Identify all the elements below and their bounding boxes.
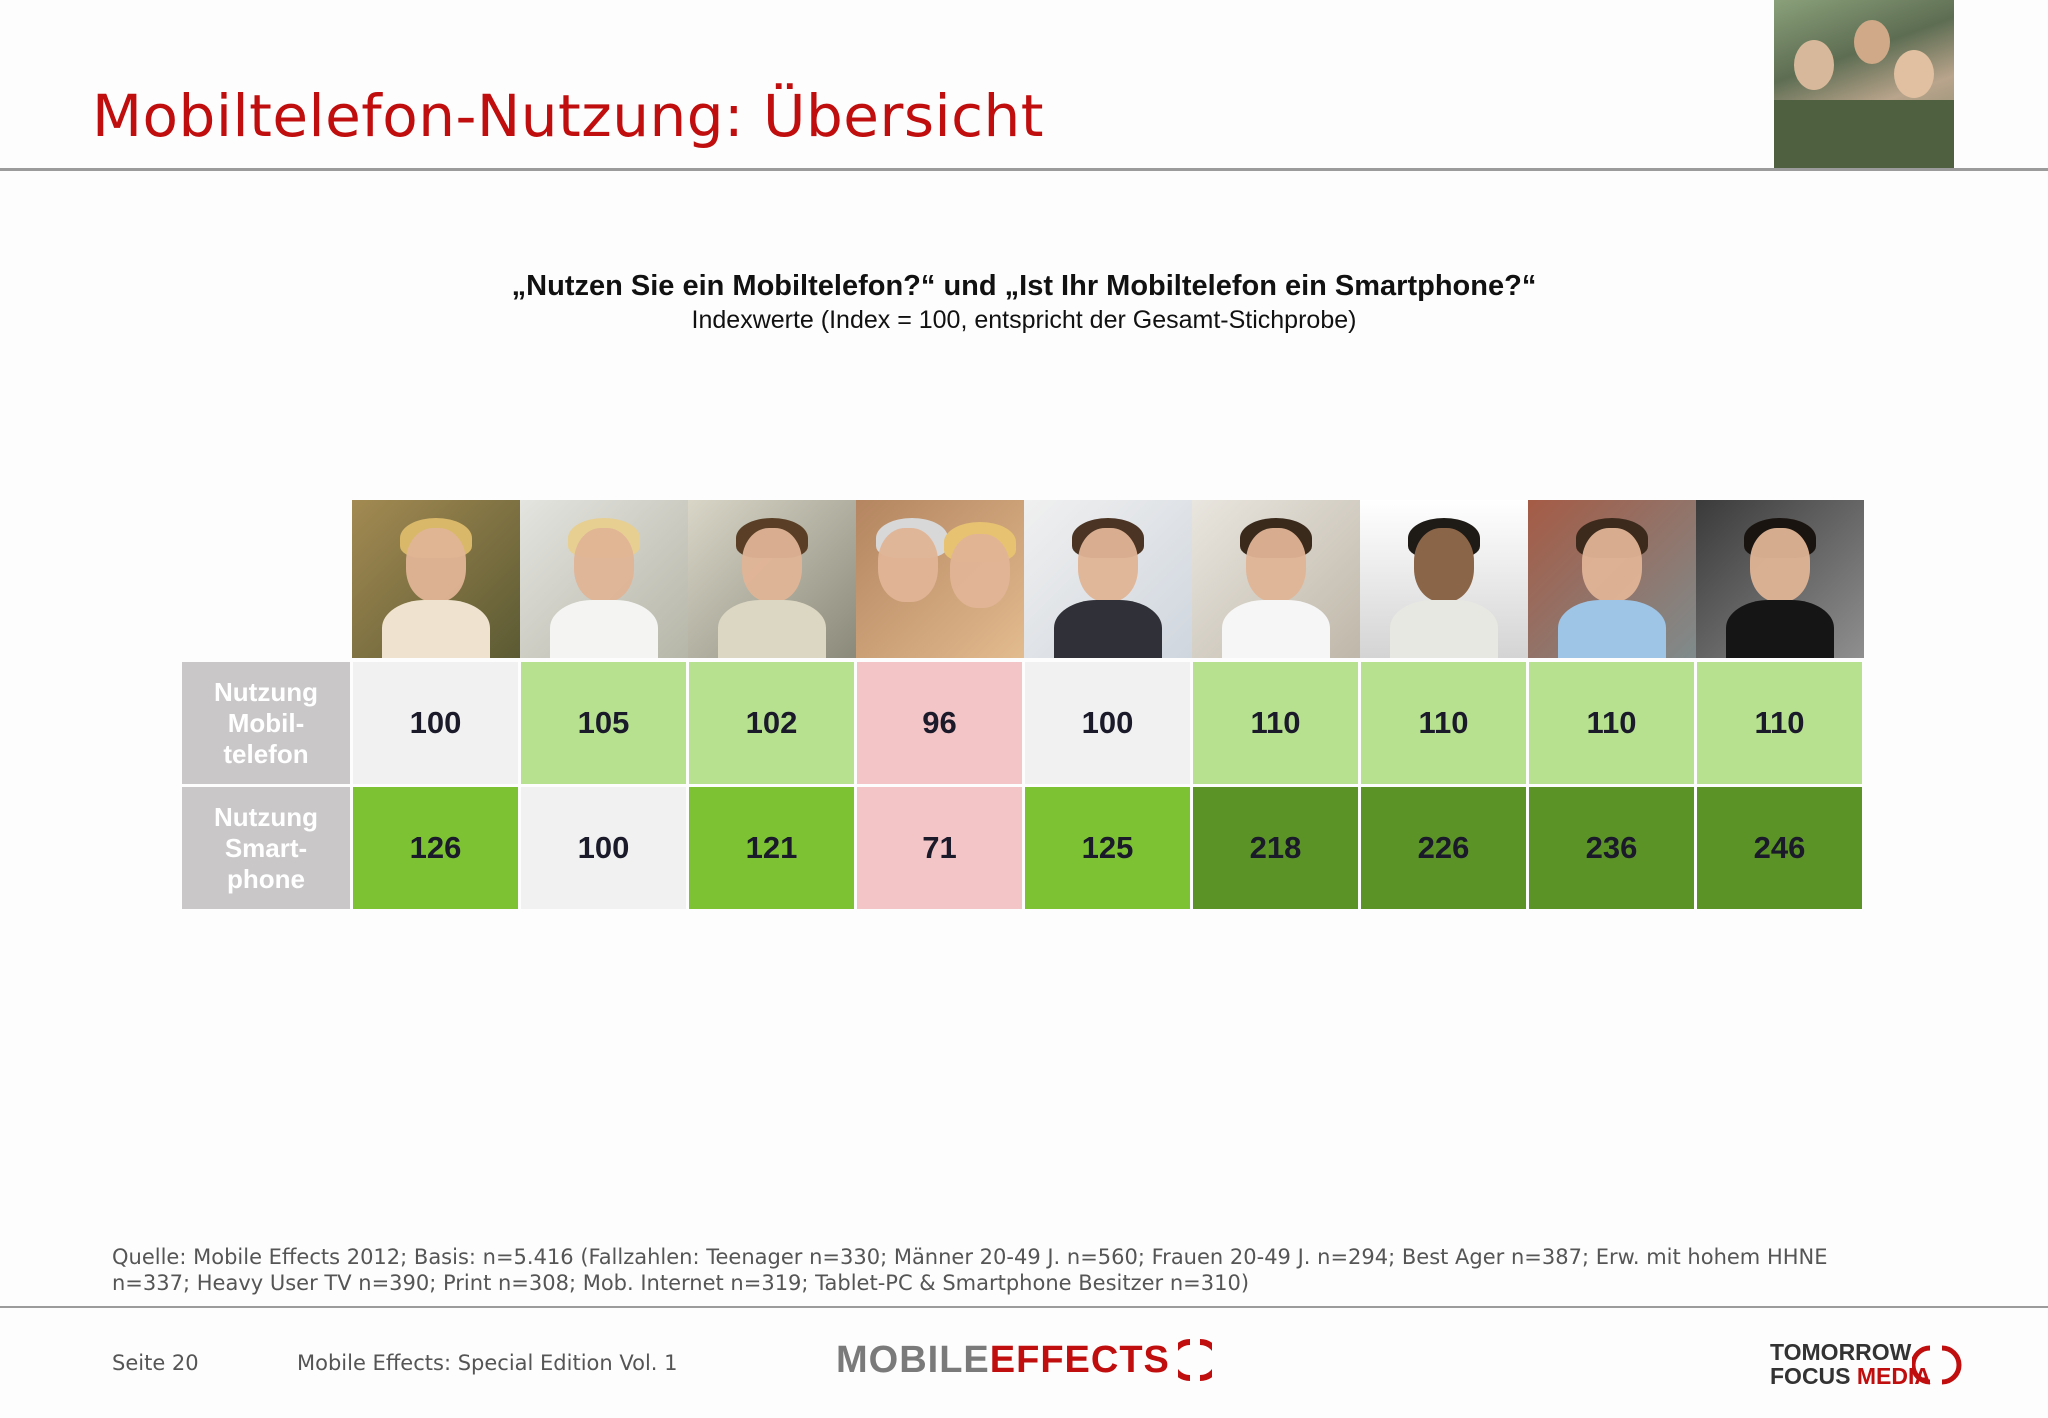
logo-tomorrow-text: TOMORROW xyxy=(1770,1339,1912,1365)
index-cell: 110 xyxy=(1697,662,1862,784)
mobile-effects-logo: MOBILE EFFECTS xyxy=(836,1338,1212,1382)
index-cell: 121 xyxy=(689,787,854,909)
segment-photo-9 xyxy=(1696,500,1864,658)
question-title: „Nutzen Sie ein Mobiltelefon?“ und „Ist … xyxy=(511,270,1537,302)
index-cell: 126 xyxy=(353,787,518,909)
segment-photo-5 xyxy=(1024,500,1192,658)
source-note: Quelle: Mobile Effects 2012; Basis: n=5.… xyxy=(112,1245,1828,1295)
index-cell: 110 xyxy=(1193,662,1358,784)
logo-mobile-text: MOBILE xyxy=(836,1338,990,1381)
segment-photo-7 xyxy=(1360,500,1528,658)
index-cell: 110 xyxy=(1361,662,1526,784)
index-table: Nutzung Mobil- telefon 100 105 102 96 100 110 1… xyxy=(182,662,1865,912)
logo-focus-text: FOCUS xyxy=(1770,1363,1851,1389)
tfm-bracket-icon xyxy=(1912,1345,1962,1385)
index-cell: 102 xyxy=(689,662,854,784)
header-photo-crowd xyxy=(1774,100,1954,170)
index-cell: 100 xyxy=(353,662,518,784)
index-cell: 100 xyxy=(1025,662,1190,784)
segment-photos xyxy=(352,500,1864,658)
page-number: Seite 20 xyxy=(112,1351,199,1375)
row-label: Nutzung Mobil- telefon xyxy=(182,662,350,784)
segment-photo-4 xyxy=(856,500,1024,658)
segment-photo-2 xyxy=(520,500,688,658)
index-cell: 100 xyxy=(521,787,686,909)
tomorrow-focus-media-logo: TOMORROW FOCUS MEDIA xyxy=(1770,1340,1931,1388)
index-cell: 96 xyxy=(857,662,1022,784)
footer-divider xyxy=(0,1306,2048,1308)
index-cell: 226 xyxy=(1361,787,1526,909)
index-cell: 71 xyxy=(857,787,1022,909)
table-row: Nutzung Smart- phone 126 100 121 71 125 218 226… xyxy=(182,787,1865,909)
logo-effects-text: EFFECTS xyxy=(989,1338,1170,1381)
segment-photo-8 xyxy=(1528,500,1696,658)
segment-photo-6 xyxy=(1192,500,1360,658)
segment-photo-3 xyxy=(688,500,856,658)
header-divider xyxy=(0,168,2048,171)
index-cell: 236 xyxy=(1529,787,1694,909)
logo-bracket-icon xyxy=(1177,1339,1212,1381)
index-cell: 105 xyxy=(521,662,686,784)
question-subtitle: Indexwerte (Index = 100, entspricht der … xyxy=(691,306,1357,334)
segment-photo-1 xyxy=(352,500,520,658)
page-title: Mobiltelefon-Nutzung: Übersicht xyxy=(92,82,1045,150)
index-cell: 125 xyxy=(1025,787,1190,909)
index-cell: 246 xyxy=(1697,787,1862,909)
edition-label: Mobile Effects: Special Edition Vol. 1 xyxy=(297,1351,678,1375)
index-cell: 218 xyxy=(1193,787,1358,909)
row-label: Nutzung Smart- phone xyxy=(182,787,350,909)
header-photo xyxy=(1774,0,1954,170)
index-cell: 110 xyxy=(1529,662,1694,784)
table-row: Nutzung Mobil- telefon 100 105 102 96 100 110 1… xyxy=(182,662,1865,784)
